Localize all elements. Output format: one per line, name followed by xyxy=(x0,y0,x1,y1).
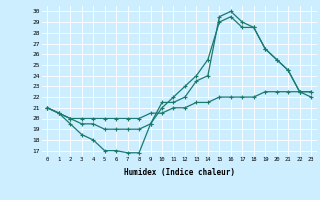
X-axis label: Humidex (Indice chaleur): Humidex (Indice chaleur) xyxy=(124,168,235,177)
